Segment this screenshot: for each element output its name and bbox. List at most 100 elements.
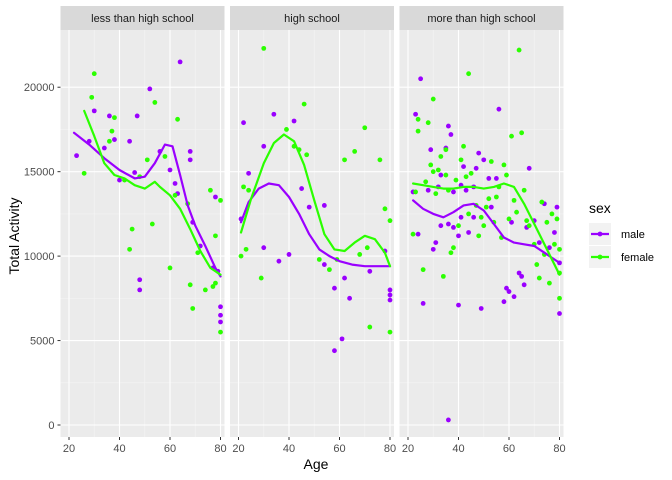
female-point [152,100,158,105]
male-point [306,204,312,210]
female-point [478,214,484,220]
female-point [362,125,368,131]
x-tick-label: 80 [384,443,396,455]
male-point [446,417,451,423]
male-point [433,240,439,246]
female-smooth-line [412,182,561,276]
male-point [213,194,218,200]
x-tick-label: 40 [113,443,125,455]
female-point [144,157,150,163]
female-point [367,324,373,330]
male-point [332,348,337,354]
male-point [187,157,193,163]
female-point [420,267,426,273]
male-point [342,275,347,281]
x-tick-label: 40 [283,443,295,455]
male-point [430,246,436,252]
male-point [554,204,560,210]
female-point [557,246,562,252]
male-point [509,219,514,225]
female-point [327,267,332,273]
female-point [516,47,522,53]
female-point [468,170,474,176]
male-smooth-line [72,131,222,278]
female-point [190,306,196,311]
female-point [387,329,393,335]
male-point [519,273,525,279]
female-point [377,157,383,163]
male-point [299,186,305,191]
y-tick-label: 15000 [24,167,55,179]
female-point [301,101,307,107]
male-point [448,132,454,137]
male-point [420,301,426,306]
female-point [187,282,193,288]
male-point [101,145,107,151]
female-point [466,71,471,77]
panel-1: less than high school [60,6,225,437]
male-point [461,164,466,170]
female-point [430,96,436,102]
female-point [476,233,482,239]
male-point [137,277,143,283]
female-point [511,197,517,203]
male-point [438,172,444,178]
panel-background [230,30,394,437]
female-point [195,250,201,256]
legend-key-female-point [597,254,603,260]
y-tick-label: 20000 [24,82,55,94]
female-point [443,172,449,178]
male-point [246,170,252,176]
male-point [501,299,507,305]
legend-label-female: female [621,252,654,264]
male-point [167,167,173,173]
female-point [509,133,514,139]
male-point [413,111,418,117]
female-point [89,94,95,100]
strip-background [230,6,394,30]
male-point [521,282,527,288]
female-point [456,223,461,229]
male-point [347,295,352,301]
male-point [291,118,297,124]
female-point [218,329,223,335]
female-point [208,187,213,193]
female-point [486,196,492,202]
female-point [428,162,434,168]
male-point [557,311,562,316]
male-point [117,177,122,183]
female-point [521,187,527,193]
female-point [112,115,117,121]
female-point [387,218,393,224]
strip-background [399,6,564,30]
female-point [364,245,370,251]
female-point [316,257,322,262]
male-point [471,214,477,220]
male-point [547,245,552,251]
female-point [443,147,449,153]
male-point [134,113,140,119]
female-smooth-line [239,133,392,268]
male-point [478,306,484,311]
male-point [261,143,267,149]
male-point [112,137,117,142]
female-point [440,273,446,279]
legend: sex male female [589,200,654,268]
male-point [473,165,479,171]
male-point [107,113,112,119]
female-point [534,262,540,267]
female-point [483,204,489,210]
strip-label: high school [284,13,340,25]
x-tick-label: 60 [333,443,345,455]
male-point [321,262,327,267]
female-point [504,172,509,178]
male-point [218,319,223,325]
legend-items: male female [589,223,654,268]
female-point [167,265,173,271]
male-point [271,111,277,117]
x-tick-label: 80 [214,443,226,455]
panel-background [399,30,564,437]
female-point [258,275,264,281]
panel-3: more than high school [399,6,564,437]
male-point [187,149,193,154]
